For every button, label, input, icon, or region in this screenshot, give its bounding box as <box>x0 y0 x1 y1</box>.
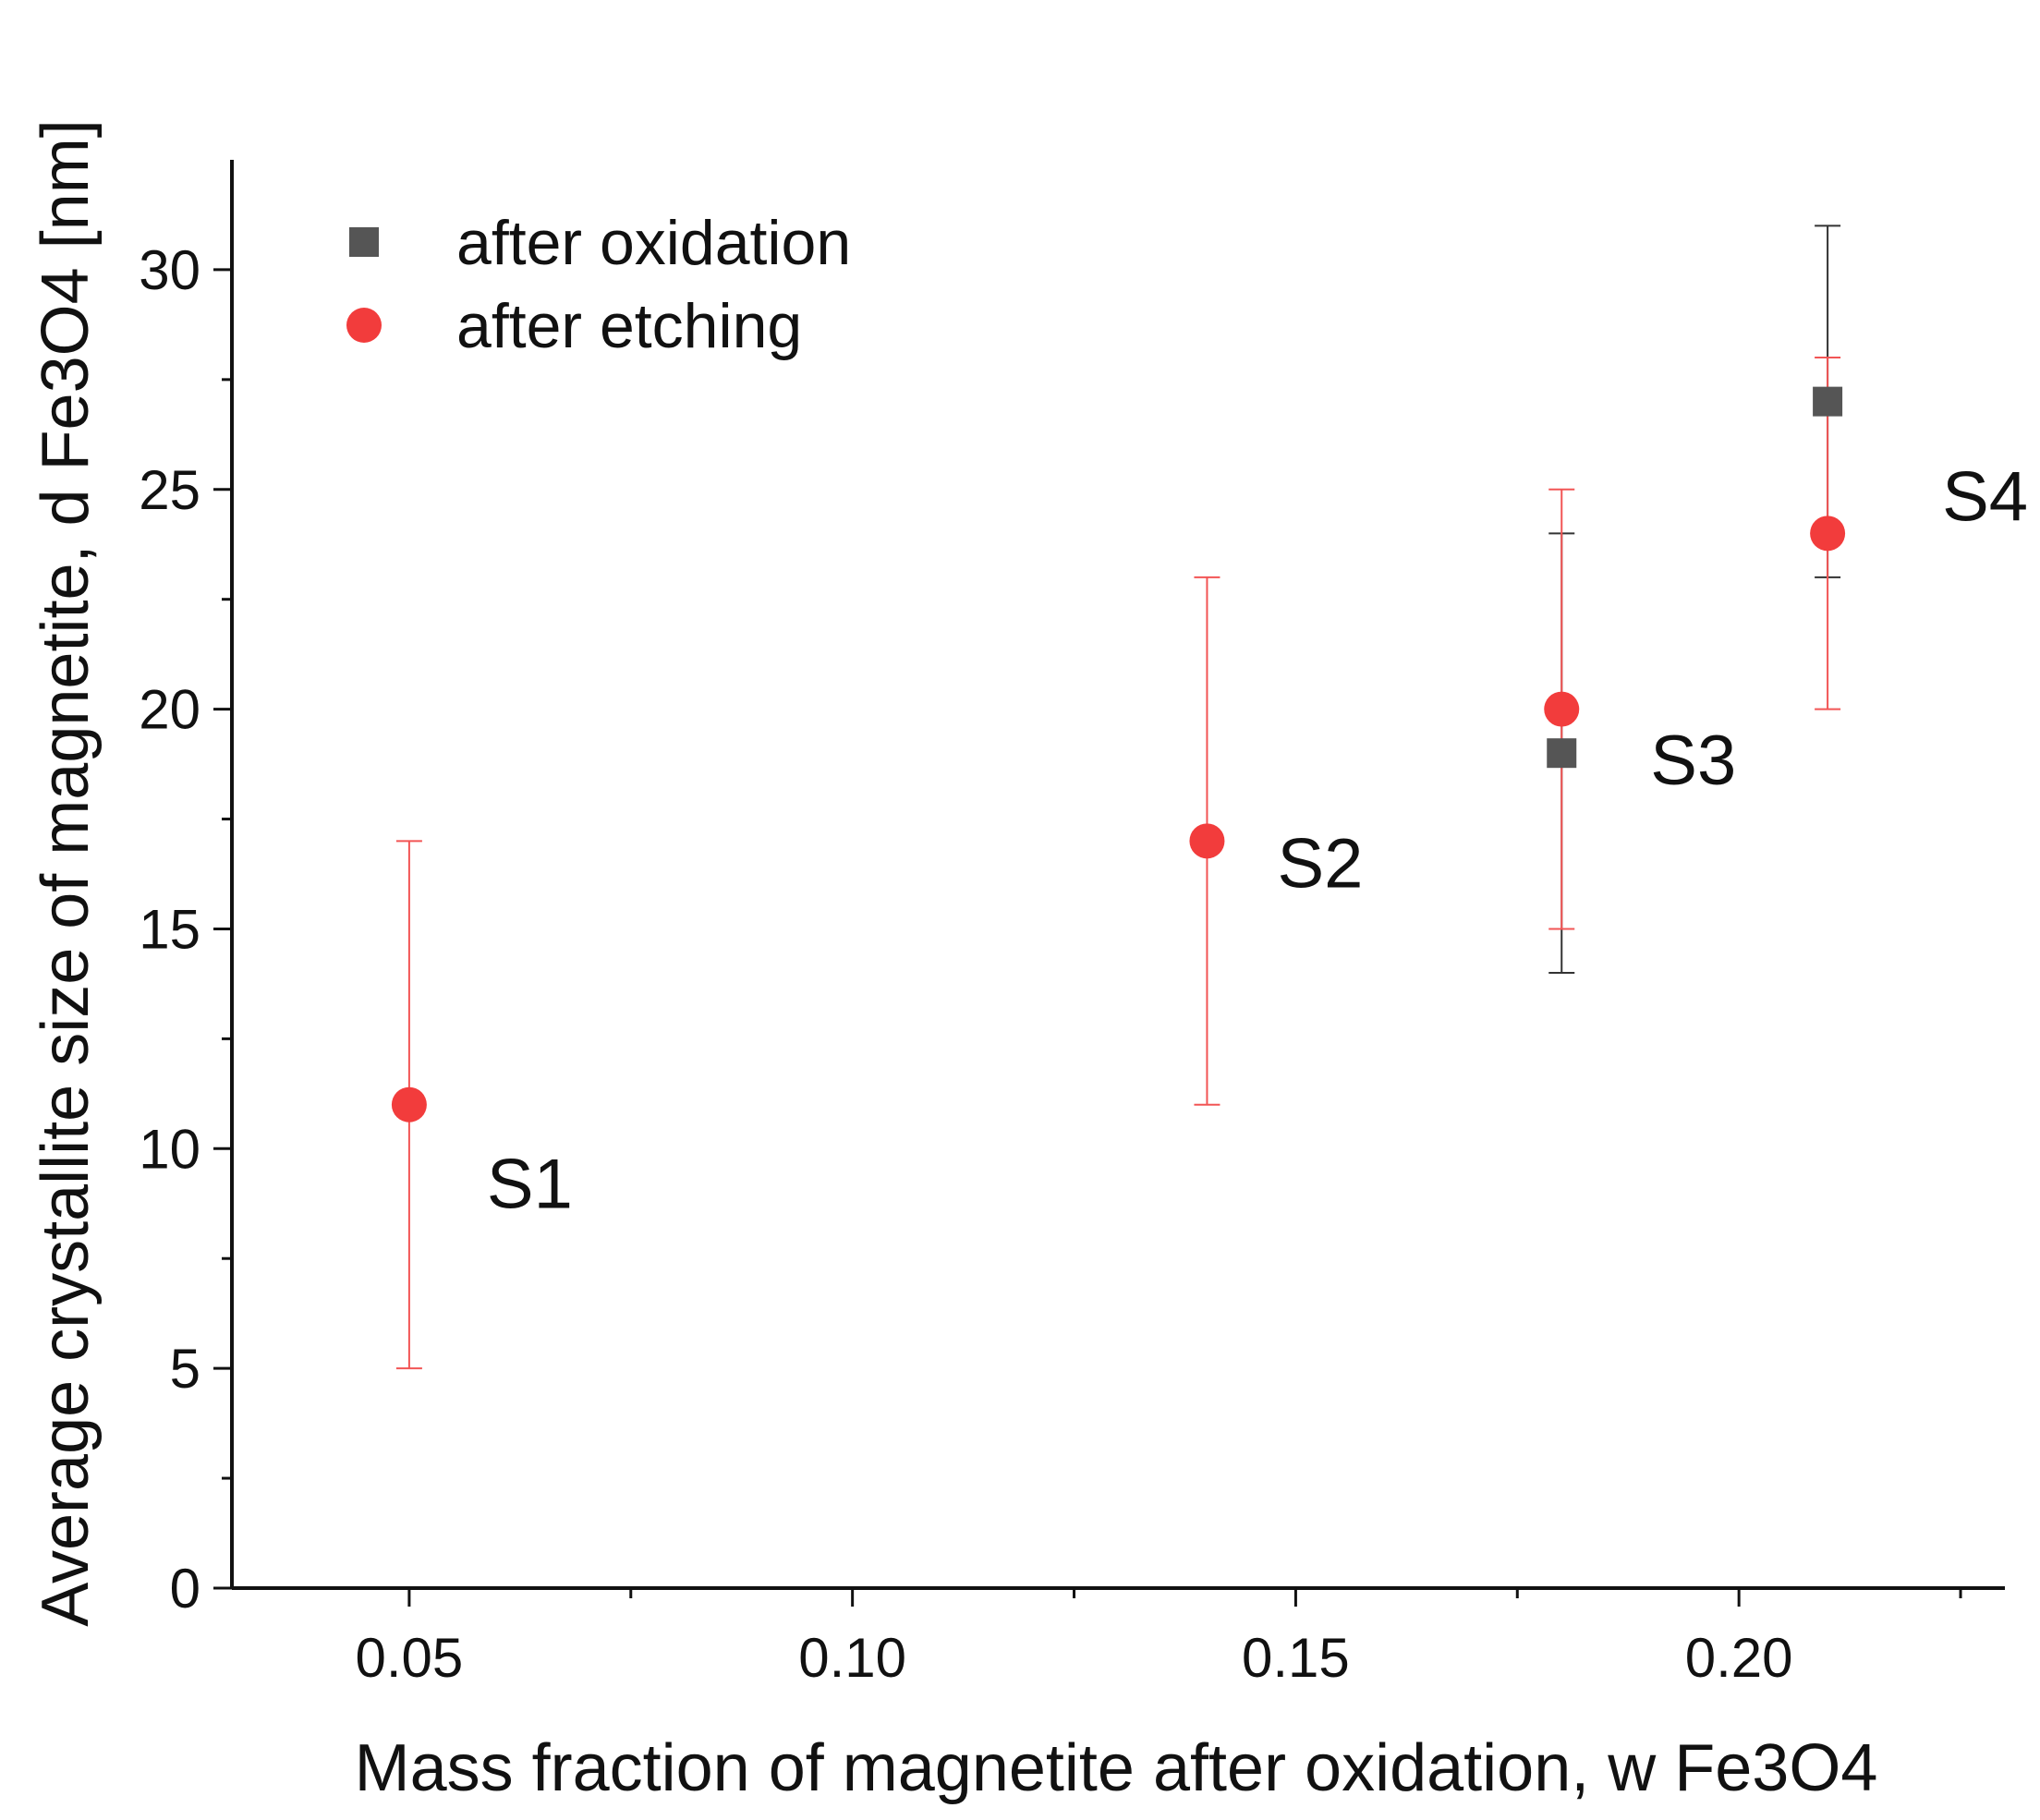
y-tick-label: 20 <box>139 679 200 741</box>
data-markers <box>391 386 1846 1122</box>
legend-label: after etching <box>456 291 802 361</box>
point-label-s4: S4 <box>1942 457 2028 536</box>
point-annotations: S1 S2 S3 S4 <box>487 457 2028 1223</box>
point-label-s1: S1 <box>487 1146 573 1224</box>
data-point-circle <box>1544 691 1580 727</box>
y-tick-label: 25 <box>139 459 200 521</box>
x-axis-title: Mass fraction of magnetite after oxidati… <box>355 1731 1878 1805</box>
y-tick-label: 15 <box>139 898 200 960</box>
data-point-square <box>1547 738 1577 769</box>
legend-marker-square <box>349 227 379 257</box>
data-point-circle <box>1810 516 1846 552</box>
x-tick-label: 0.15 <box>1242 1627 1350 1689</box>
y-tick-label: 0 <box>170 1558 200 1620</box>
y-axis-title: Average crystallite size of magnetite, d… <box>29 119 103 1626</box>
data-point-circle <box>1189 823 1225 859</box>
legend-marker-circle <box>346 308 382 343</box>
legend: after oxidation after etching <box>346 208 851 361</box>
point-label-s3: S3 <box>1650 722 1736 800</box>
data-point-circle <box>391 1086 427 1122</box>
x-tick-label: 0.10 <box>798 1627 906 1689</box>
y-tick-label: 10 <box>139 1118 200 1180</box>
x-tick-label: 0.05 <box>356 1627 464 1689</box>
point-label-s2: S2 <box>1277 824 1363 903</box>
error-bars <box>395 224 1841 1370</box>
legend-label: after oxidation <box>456 208 851 278</box>
data-point-square <box>1813 386 1843 417</box>
y-tick-label: 30 <box>139 239 200 301</box>
x-tick-label: 0.20 <box>1685 1627 1793 1689</box>
y-tick-label: 5 <box>170 1338 200 1400</box>
axes: 0.05 0.10 0.15 0.20 0 5 10 15 20 25 30 <box>139 160 2005 1689</box>
